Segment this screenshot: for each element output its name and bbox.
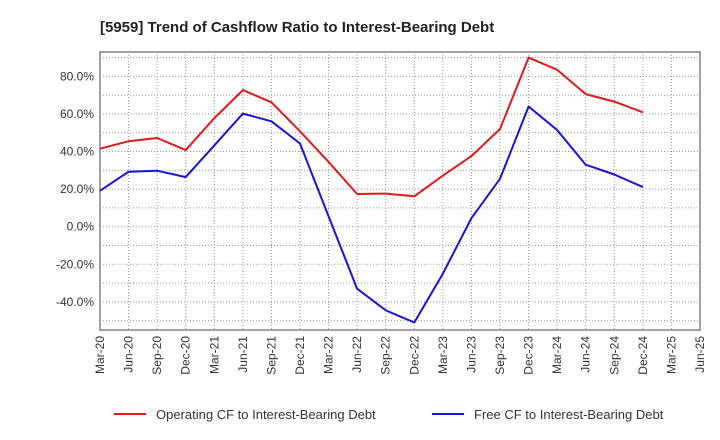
y-tick-label: 20.0% [60, 182, 94, 196]
legend-label-1: Operating CF to Interest-Bearing Debt [156, 407, 376, 422]
series-lines [99, 56, 644, 324]
x-tick-label: Jun-22 [350, 336, 364, 373]
x-tick-label: Dec-21 [293, 336, 307, 375]
series-line-2 [99, 105, 644, 324]
x-tick-label: Sep-23 [493, 336, 507, 375]
x-tick-label: Jun-21 [236, 336, 250, 373]
legend: Operating CF to Interest-Bearing Debt Fre… [114, 407, 664, 422]
y-tick-label: 40.0% [60, 145, 94, 159]
series-line-1 [99, 56, 644, 198]
plot-area [99, 51, 701, 331]
x-tick-label: Dec-20 [179, 336, 193, 375]
x-tick-label: Dec-23 [522, 336, 536, 375]
x-tick-label: Jun-20 [122, 336, 136, 373]
x-axis-ticks: Mar-20 Jun-20 Sep-20 Dec-20 Mar-21 Jun-21 Sep-… [93, 336, 707, 375]
x-tick-label: Mar-22 [322, 336, 336, 374]
y-tick-label: 0.0% [67, 220, 95, 234]
x-tick-label: Dec-24 [636, 336, 650, 375]
y-tick-label: 60.0% [60, 107, 94, 121]
x-tick-label: Mar-21 [207, 336, 221, 374]
x-tick-label: Sep-22 [379, 336, 393, 375]
grid-lines [100, 52, 700, 330]
x-tick-label: Jun-24 [579, 336, 593, 373]
x-tick-label: Mar-20 [93, 336, 107, 374]
y-axis-ticks: 80.0% 60.0% 40.0% 20.0% 0.0% -20.0% -40.0% [56, 69, 94, 308]
y-tick-label: 80.0% [60, 69, 94, 83]
chart-title: [5959] Trend of Cashflow Ratio to Intere… [100, 19, 494, 36]
y-tick-label: -40.0% [56, 295, 94, 309]
legend-label-2: Free CF to Interest-Bearing Debt [474, 407, 664, 422]
x-tick-label: Mar-24 [550, 336, 564, 374]
x-tick-label: Jun-23 [464, 336, 478, 373]
x-tick-label: Jun-25 [693, 336, 707, 373]
x-tick-label: Mar-25 [664, 336, 678, 374]
x-tick-label: Dec-22 [407, 336, 421, 375]
x-tick-label: Sep-21 [264, 336, 278, 375]
x-tick-label: Sep-24 [607, 336, 621, 375]
x-tick-label: Mar-23 [436, 336, 450, 374]
x-tick-label: Sep-20 [150, 336, 164, 375]
y-tick-label: -20.0% [56, 257, 94, 271]
